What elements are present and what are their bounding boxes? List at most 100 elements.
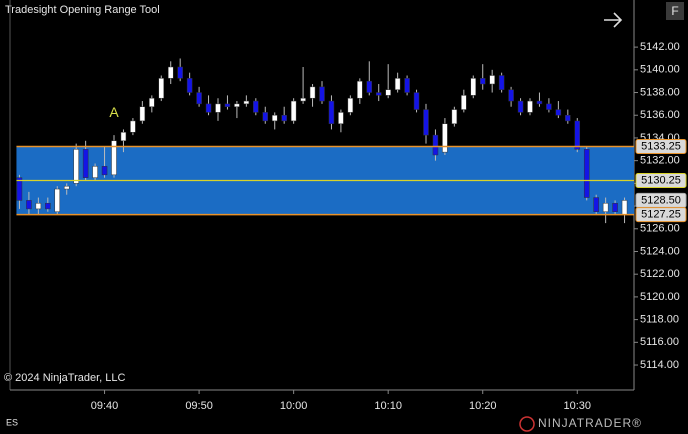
y-tick-label: 5118.00 [640, 314, 679, 326]
candle-body [555, 109, 562, 116]
last-price-label: 5128.50 [641, 194, 681, 206]
candle-body [527, 100, 533, 113]
candle-body [338, 112, 344, 125]
candle-body [565, 114, 571, 122]
instrument: ES [6, 417, 18, 427]
candle-body [546, 103, 552, 110]
candle-body [234, 103, 240, 107]
y-tick-label: 5116.00 [640, 336, 679, 348]
y-tick-label: 5122.00 [640, 268, 680, 280]
range-low-label-box [635, 207, 687, 223]
candle-body [451, 109, 458, 125]
y-tick-label: 5126.00 [640, 223, 680, 235]
candle-body [130, 120, 136, 133]
candle-body [54, 188, 61, 212]
candle-body [328, 100, 335, 125]
candle-body [243, 100, 250, 105]
candle-body [139, 106, 146, 122]
range-high-label: 5133.25 [641, 140, 681, 152]
candle-body [35, 202, 42, 210]
y-tick-label: 5140.00 [640, 64, 680, 76]
candle-body [271, 114, 278, 122]
candle-body [583, 149, 590, 198]
candle-body [290, 100, 297, 122]
candle-body [423, 109, 429, 136]
arrow-icon [604, 12, 623, 28]
candle-body [158, 78, 165, 99]
candle-body [385, 89, 391, 96]
y-tick-label: 5136.00 [640, 109, 680, 121]
candle-body [602, 202, 609, 212]
candle-body [375, 92, 382, 96]
annotation: A [109, 104, 119, 120]
x-tick-label: 09:50 [185, 400, 213, 412]
candle-body [120, 132, 127, 142]
candle-body [111, 140, 117, 176]
candle-body [73, 149, 79, 184]
logo-icon [519, 416, 535, 432]
nav-arrow[interactable] [604, 12, 623, 28]
candle-body [394, 78, 401, 90]
candle-body [498, 75, 505, 90]
candle-body [224, 103, 231, 107]
candle-body [442, 123, 448, 153]
candle-body [205, 103, 212, 113]
candle-body [621, 200, 628, 215]
range-mid-label: 5130.25 [641, 174, 681, 186]
range-low-label: 5127.25 [641, 208, 681, 220]
candle-body [16, 177, 23, 201]
y-tick-label: 5132.00 [640, 155, 680, 167]
logo: NINJATRADER® [538, 416, 642, 430]
candle-body [347, 97, 354, 113]
candle-body [177, 66, 183, 79]
chart-title: Tradesight Opening Range Tool [5, 4, 160, 16]
y-tick-label: 5142.00 [640, 41, 680, 53]
candle-body [63, 185, 70, 190]
copyright: © 2024 NinjaTrader, LLC [4, 372, 125, 384]
candle-body [612, 202, 618, 212]
x-tick-label: 10:30 [564, 400, 592, 412]
x-tick-label: 10:20 [469, 400, 497, 412]
candle-body [149, 97, 155, 107]
x-tick-label: 09:40 [91, 400, 119, 412]
candle-body [517, 100, 524, 113]
candle-body [461, 95, 467, 110]
candle-body [215, 103, 221, 113]
candle-body [432, 134, 439, 156]
y-tick-label: 5114.00 [640, 359, 679, 371]
candle-body [45, 202, 51, 210]
candle-body [92, 166, 98, 178]
candle-body [26, 200, 32, 210]
candle-body [536, 100, 543, 105]
candle-body [574, 120, 581, 150]
range-high-label-box [635, 138, 687, 154]
candle-body [366, 80, 373, 93]
candle-body [82, 149, 89, 178]
candle-body [196, 92, 202, 105]
menu-label: F [671, 4, 678, 18]
y-tick-label: 5124.00 [640, 245, 680, 257]
candle-body [479, 78, 486, 85]
menu-button[interactable] [666, 2, 684, 20]
candle-body [309, 86, 316, 99]
candle-body [470, 78, 477, 96]
candle-body [300, 97, 306, 102]
candle-body [319, 86, 325, 102]
candle-body [101, 166, 108, 176]
y-tick-label: 5120.00 [640, 291, 680, 303]
x-tick-label: 10:10 [374, 400, 402, 412]
candle-body [357, 80, 363, 99]
candle-body [186, 78, 193, 93]
candle-body [253, 100, 259, 113]
x-tick-label: 10:00 [280, 400, 308, 412]
candle-body [404, 78, 410, 93]
candle-body [413, 92, 420, 110]
candle-body [167, 66, 174, 79]
candle-body [281, 114, 287, 122]
candle-body [489, 75, 495, 85]
candle-body [508, 89, 514, 102]
candle-body [593, 197, 599, 212]
